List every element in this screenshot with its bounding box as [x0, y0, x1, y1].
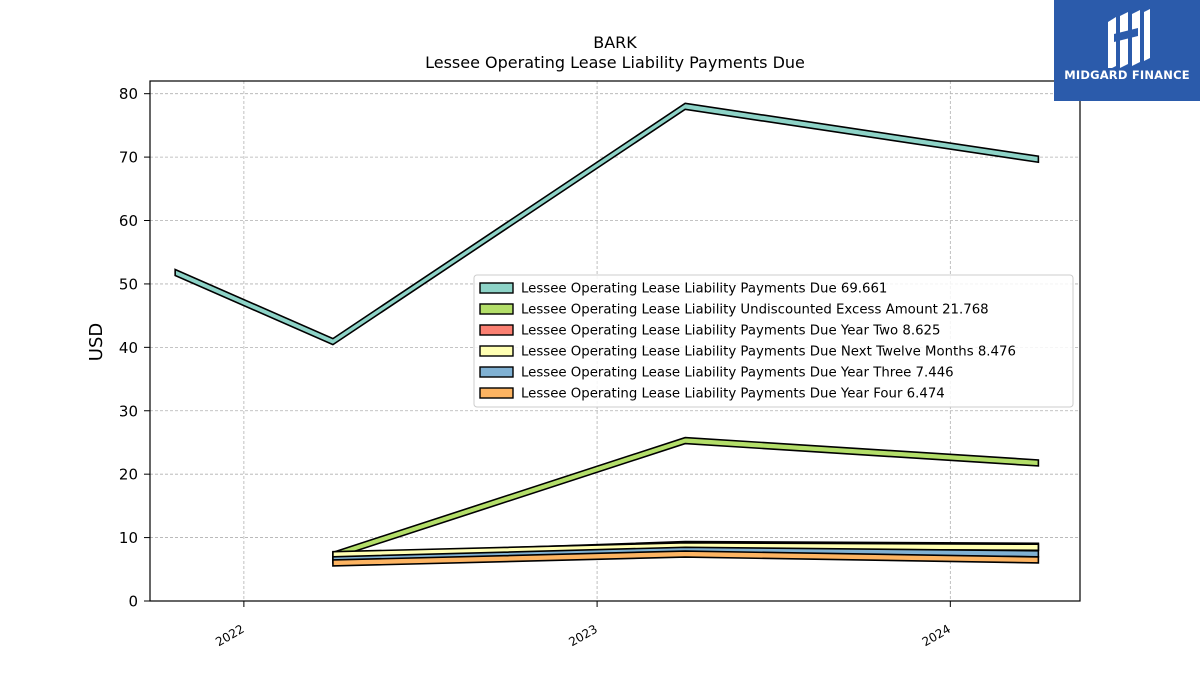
y-tick-label: 0: [128, 593, 138, 611]
y-tick-label: 30: [119, 402, 138, 420]
legend-label: Lessee Operating Lease Liability Payment…: [521, 282, 887, 297]
y-tick-label: 10: [119, 529, 138, 547]
x-tick-label: 2024: [920, 622, 953, 649]
legend-label: Lessee Operating Lease Liability Payment…: [521, 387, 945, 402]
chart-subtitle: Lessee Operating Lease Liability Payment…: [425, 53, 805, 72]
legend-swatch: [479, 282, 514, 294]
series-layer: [174, 102, 1040, 567]
legend-label: Lessee Operating Lease Liability Undisco…: [521, 303, 989, 318]
chart-title: BARK: [593, 33, 637, 52]
legend-swatch: [479, 324, 514, 336]
legend-swatch: [479, 387, 514, 399]
y-tick-label: 70: [119, 149, 138, 167]
brand-name: MIDGARD FINANCE: [1064, 68, 1190, 82]
mf-monogram-icon: [1108, 9, 1150, 68]
legend-box: [473, 274, 1074, 408]
series-band: [332, 436, 1040, 560]
plot-frame: [149, 80, 1081, 602]
x-tick-label: 2023: [566, 622, 599, 649]
legend-label: Lessee Operating Lease Liability Payment…: [521, 366, 954, 381]
y-tick-label: 50: [119, 275, 138, 293]
legend-swatch: [479, 345, 514, 357]
legend-label: Lessee Operating Lease Liability Payment…: [521, 324, 940, 339]
axes: 0 10 20 30 40 50 60 70 80 2022 2023 2024: [119, 85, 953, 649]
y-tick-label: 80: [119, 85, 138, 103]
y-tick-label: 40: [119, 339, 138, 357]
y-tick-label: 20: [119, 466, 138, 484]
brand-logo: MIDGARD FINANCE: [1054, 0, 1200, 101]
series-band: [174, 102, 1040, 346]
y-axis-label: USD: [86, 323, 107, 361]
legend-swatch: [479, 366, 514, 378]
x-tick-label: 2022: [213, 622, 246, 649]
legend: Lessee Operating Lease Liability Payment…: [473, 274, 1074, 408]
legend-swatch: [479, 303, 514, 315]
y-tick-label: 60: [119, 212, 138, 230]
legend-label: Lessee Operating Lease Liability Payment…: [521, 345, 1016, 360]
series-band: [332, 550, 1040, 567]
